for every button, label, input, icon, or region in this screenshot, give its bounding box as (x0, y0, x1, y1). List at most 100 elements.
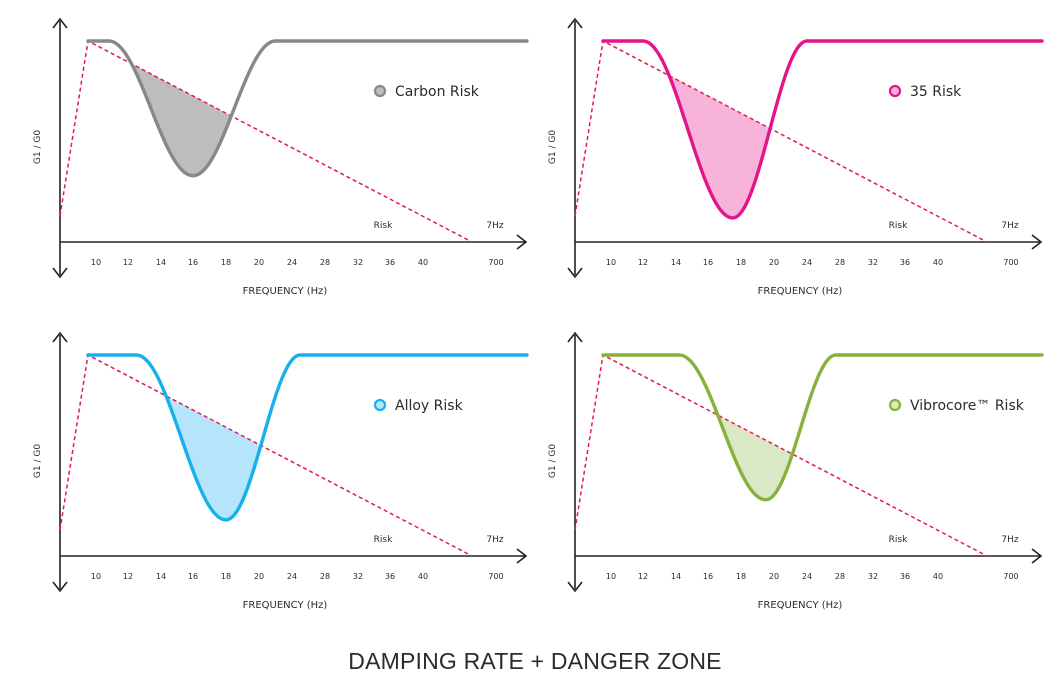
x-tick-label: 20 (254, 258, 264, 267)
x-tick-label: 18 (221, 258, 231, 267)
legend-label: Carbon Risk (395, 84, 480, 100)
x-tick-label: 16 (188, 258, 198, 267)
x-axis-label: FREQUENCY (Hz) (243, 600, 328, 611)
y-axis-label: G1 / G0 (548, 444, 558, 478)
danger-zone-fill (718, 415, 792, 500)
x-axis-arrow-right (1031, 548, 1043, 564)
x-tick-label: 12 (123, 258, 133, 267)
chart-svg: 10 12 14 16 18 20 24 28 32 36 40 700 FREQUENCY (Hz) G… (33, 331, 529, 611)
x-tick-label: 36 (900, 258, 910, 267)
x-tick-label: 40 (933, 258, 943, 267)
x-tick-label: 12 (638, 258, 648, 267)
risk-label: Risk (374, 221, 393, 231)
x-tick-label: 16 (703, 258, 713, 267)
chart-panel-alloy: 10 12 14 16 18 20 24 28 32 36 40 700 FREQUENCY (Hz) G… (33, 329, 555, 629)
chart-svg: 10 12 14 16 18 20 24 28 32 36 40 700 FREQUENCY (Hz) G… (33, 17, 529, 297)
y-axis-arrow-up (52, 331, 68, 343)
x-tick-label: 28 (320, 258, 330, 267)
risk-label: Risk (889, 221, 908, 231)
x-tick-label: 16 (703, 572, 713, 581)
risk-label: Risk (374, 535, 393, 545)
x-axis-label: FREQUENCY (Hz) (758, 600, 843, 611)
danger-zone-fill (132, 64, 231, 176)
x-tick-label: 18 (221, 572, 231, 581)
x-tick-label: 700 (488, 572, 503, 581)
x-axis-arrow-right (516, 548, 528, 564)
chart-panel-carbon: 10 12 14 16 18 20 24 28 32 36 40 700 FREQUENCY (Hz) G… (33, 15, 555, 315)
x-tick-label: 24 (287, 572, 297, 581)
x-tick-label: 32 (868, 258, 878, 267)
legend-marker (373, 84, 387, 98)
damping-curve (86, 39, 529, 178)
chart-svg: 10 12 14 16 18 20 24 28 32 36 40 700 FREQUENCY (Hz) G… (548, 331, 1044, 611)
damping-curve (601, 39, 1044, 220)
danger-dashed-line (59, 353, 473, 557)
y-axis-label: G1 / G0 (33, 130, 43, 164)
x-tick-label: 20 (769, 572, 779, 581)
x-tick-label: 36 (385, 258, 395, 267)
danger-zone-fill (166, 396, 261, 520)
x-tick-label: 10 (606, 572, 616, 581)
x-tick-label: 10 (606, 258, 616, 267)
legend-marker (888, 398, 902, 412)
x-tick-label: 700 (488, 258, 503, 267)
x-tick-label: 12 (638, 572, 648, 581)
y-axis-label: G1 / G0 (548, 130, 558, 164)
x-tick-label: 28 (835, 572, 845, 581)
x-tick-label: 24 (287, 258, 297, 267)
y-axis-arrow-down (567, 581, 583, 593)
danger-zone-fill (669, 75, 770, 218)
x-tick-label: 16 (188, 572, 198, 581)
x-tick-label: 40 (933, 572, 943, 581)
y-axis-arrow-up (52, 17, 68, 29)
x-tick-label: 14 (156, 572, 166, 581)
y-axis-arrow-up (567, 331, 583, 343)
risk-label: Risk (889, 535, 908, 545)
damping-curve (86, 353, 529, 522)
chart-panel-vibrocore: 10 12 14 16 18 20 24 28 32 36 40 700 FREQUENCY (Hz) G… (548, 329, 1058, 629)
x-tick-label: 32 (353, 258, 363, 267)
x-tick-label: 14 (156, 258, 166, 267)
main-title: DAMPING RATE + DANGER ZONE (348, 648, 722, 674)
x-tick-label: 12 (123, 572, 133, 581)
x-tick-label: 24 (802, 258, 812, 267)
chart-panel-35: 10 12 14 16 18 20 24 28 32 36 40 700 FREQUENCY (Hz) G… (548, 15, 1058, 315)
x-axis-arrow-right (1031, 234, 1043, 250)
y-axis-arrow-down (567, 267, 583, 279)
x-tick-label: 18 (736, 258, 746, 267)
x-tick-label: 10 (91, 258, 101, 267)
x-tick-label: 40 (418, 258, 428, 267)
y-axis-arrow-down (52, 581, 68, 593)
y-axis-arrow-up (567, 17, 583, 29)
x-tick-label: 36 (385, 572, 395, 581)
hz-label: 7Hz (1001, 221, 1018, 231)
legend-marker (888, 84, 902, 98)
legend-label: 35 Risk (910, 84, 962, 100)
x-tick-label: 32 (868, 572, 878, 581)
legend-label: Vibrocore™ Risk (910, 398, 1025, 414)
damping-curve (601, 353, 1044, 502)
x-tick-label: 20 (254, 572, 264, 581)
x-tick-label: 24 (802, 572, 812, 581)
x-tick-label: 10 (91, 572, 101, 581)
x-tick-label: 36 (900, 572, 910, 581)
legend-label: Alloy Risk (395, 398, 464, 414)
x-axis-label: FREQUENCY (Hz) (758, 286, 843, 297)
x-tick-label: 28 (835, 258, 845, 267)
danger-dashed-line (574, 39, 988, 243)
x-tick-label: 700 (1003, 572, 1018, 581)
y-axis-arrow-down (52, 267, 68, 279)
x-axis-label: FREQUENCY (Hz) (243, 286, 328, 297)
x-tick-label: 700 (1003, 258, 1018, 267)
x-tick-label: 28 (320, 572, 330, 581)
x-tick-label: 32 (353, 572, 363, 581)
x-axis-arrow-right (516, 234, 528, 250)
hz-label: 7Hz (1001, 535, 1018, 545)
x-tick-label: 18 (736, 572, 746, 581)
x-tick-label: 14 (671, 258, 681, 267)
x-tick-label: 20 (769, 258, 779, 267)
legend-marker (373, 398, 387, 412)
x-tick-label: 40 (418, 572, 428, 581)
y-axis-label: G1 / G0 (33, 444, 43, 478)
hz-label: 7Hz (486, 221, 503, 231)
